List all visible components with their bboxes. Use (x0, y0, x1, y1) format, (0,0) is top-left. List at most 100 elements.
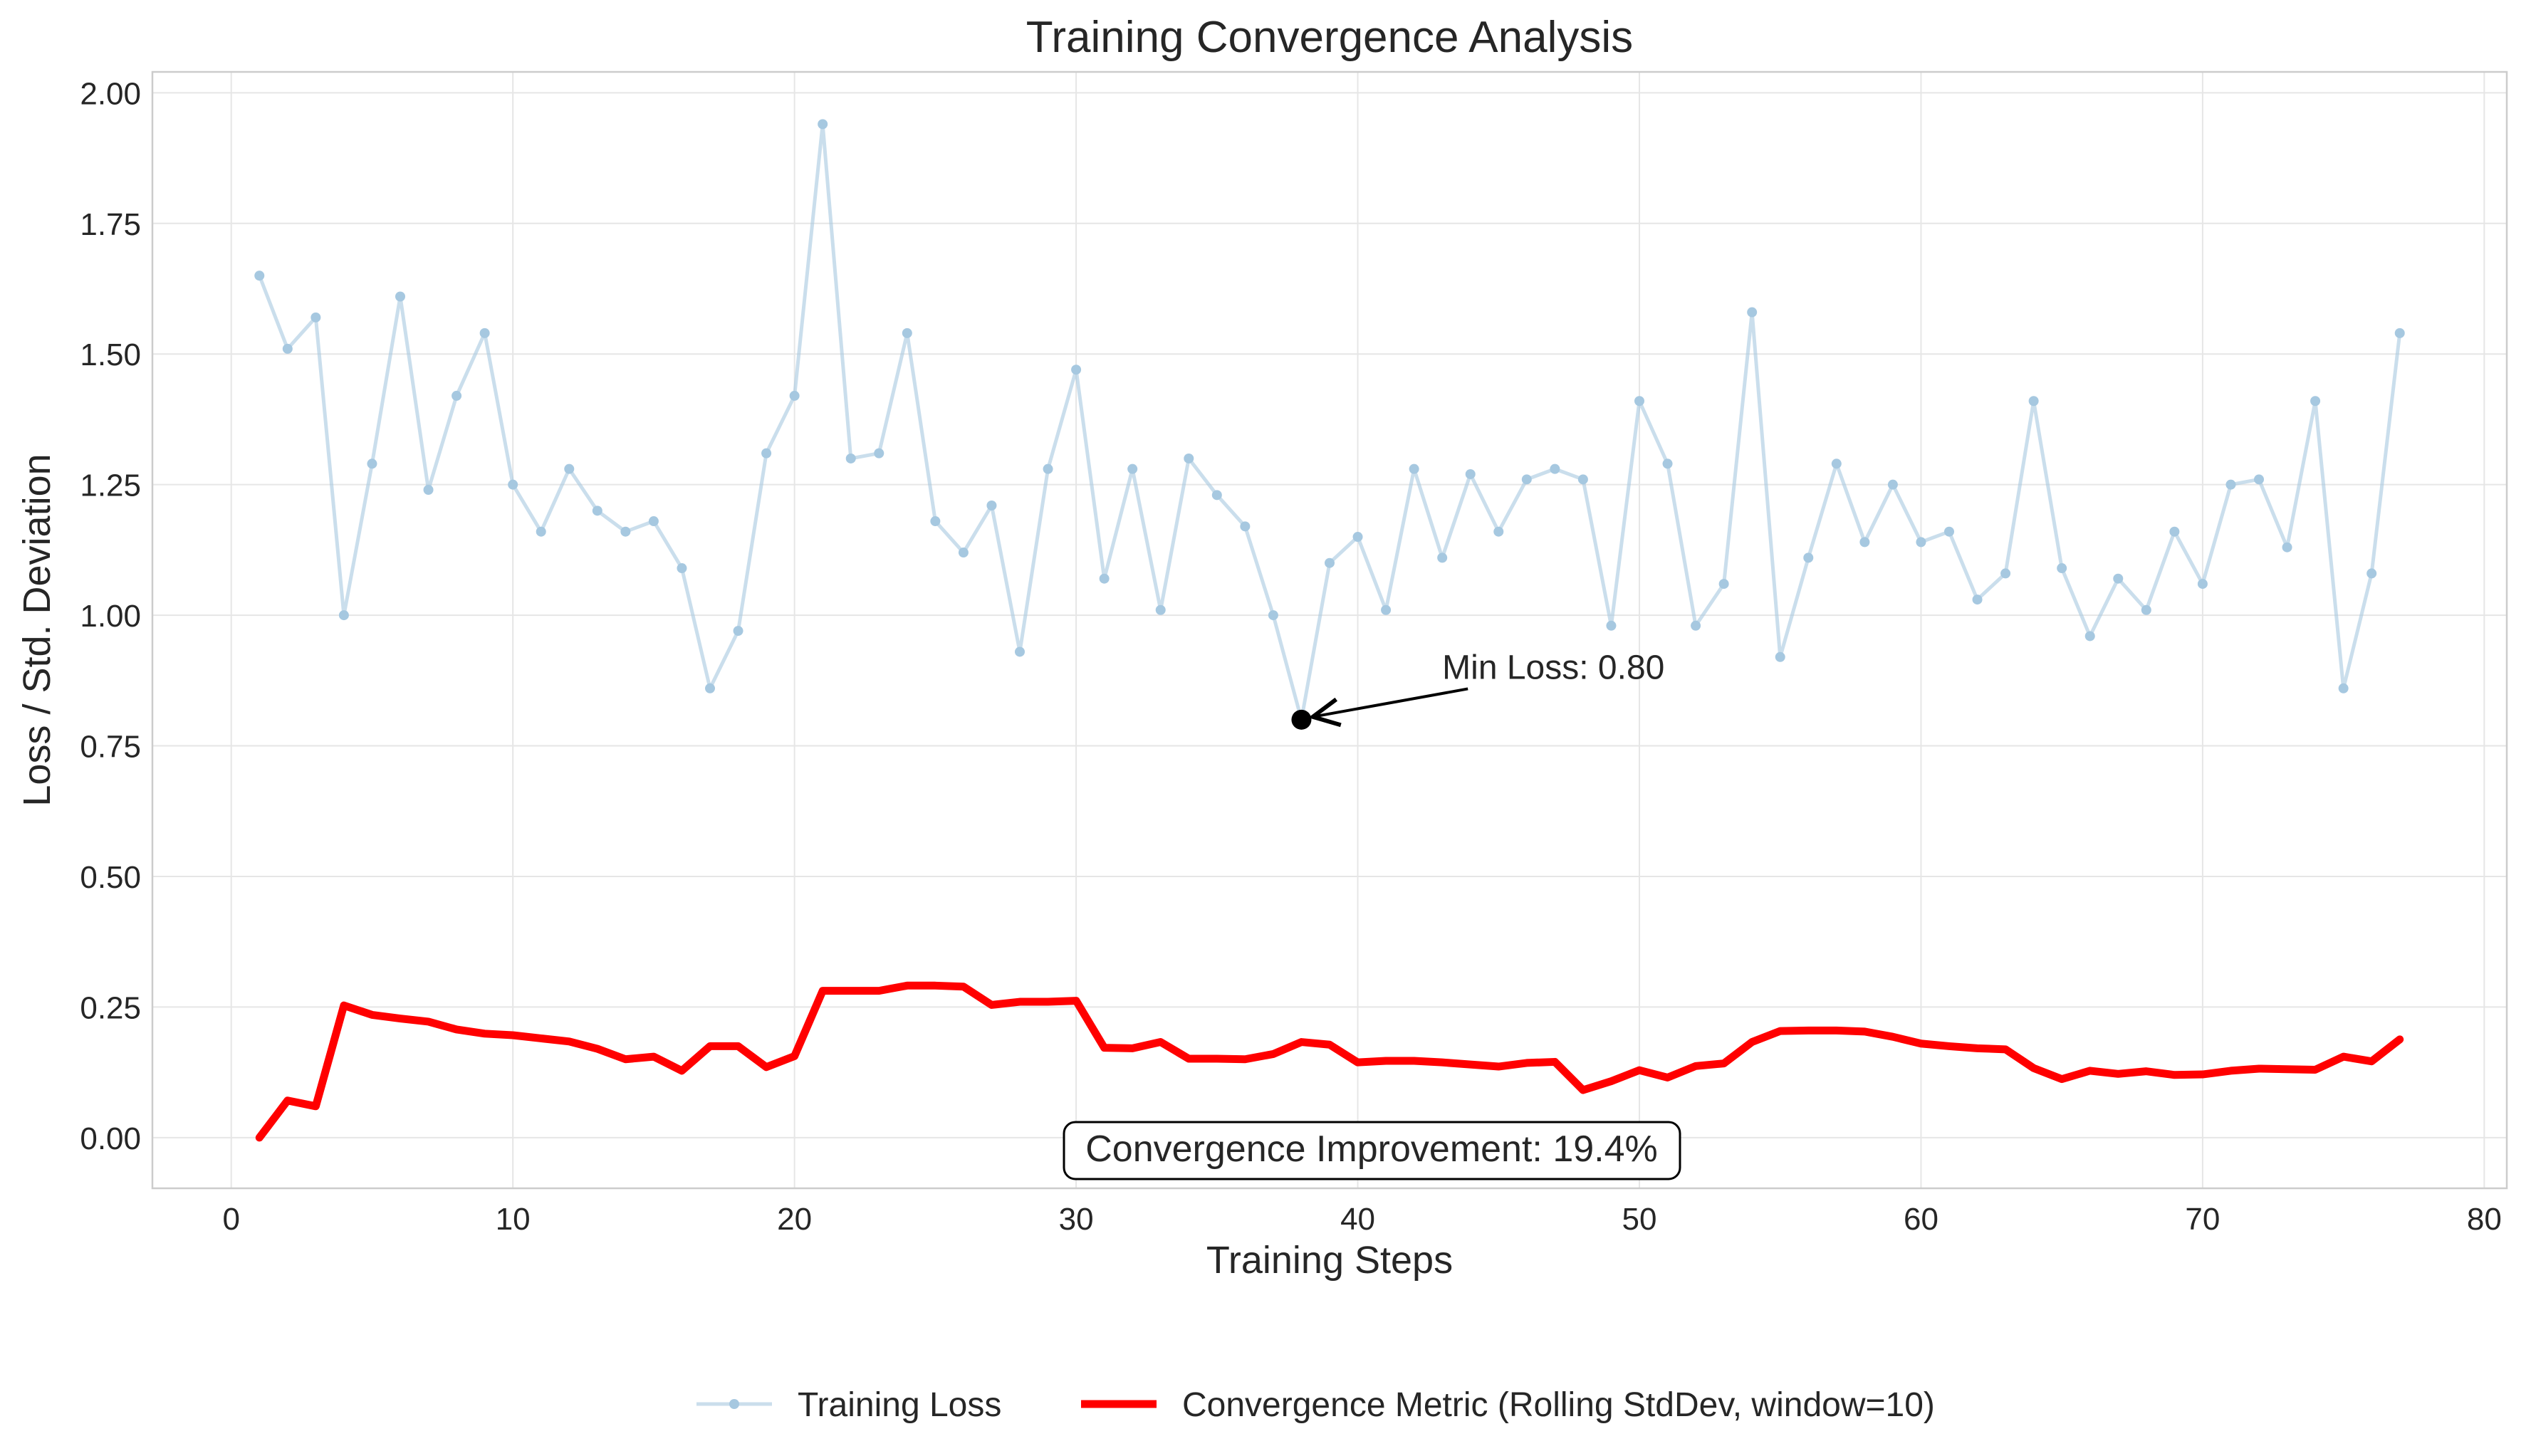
series-line-convergence-metric (255, 981, 2404, 1142)
y-tick-label: 1.50 (80, 337, 141, 372)
training-loss-point (2028, 396, 2039, 407)
y-tick-label: 0.75 (80, 730, 141, 765)
x-axis-label: Training Steps (1206, 1239, 1453, 1282)
training-loss-point (648, 516, 659, 527)
training-loss-point (1775, 651, 1785, 662)
training-loss-point (1916, 537, 1926, 548)
legend-item-training-loss: Training Loss (696, 1386, 1001, 1424)
training-loss-point (338, 610, 349, 621)
training-loss-point (1015, 646, 1025, 657)
training-loss-point (845, 453, 856, 463)
training-loss-point (874, 448, 884, 459)
y-tick-label: 2.00 (80, 76, 141, 111)
y-tick-label: 1.25 (80, 468, 141, 503)
training-loss-point (818, 119, 828, 130)
training-loss-point (1465, 468, 1476, 479)
training-loss-point (1155, 604, 1166, 615)
training-loss-point (1887, 479, 1898, 490)
x-tick-label: 40 (1340, 1202, 1375, 1237)
legend-item-convergence-metric: Convergence Metric (Rolling StdDev, wind… (1081, 1386, 1935, 1424)
training-loss-point (2366, 568, 2377, 579)
training-loss-point (1099, 573, 1110, 584)
training-loss-point (902, 328, 912, 338)
training-loss-point (930, 516, 941, 527)
y-tick-label: 1.75 (80, 207, 141, 242)
training-loss-point (958, 548, 969, 558)
x-tick-label: 30 (1059, 1202, 1094, 1237)
training-loss-point (1831, 459, 1842, 469)
training-loss-point (677, 563, 687, 574)
ticks: 0 10 20 30 40 50 60 70 80 0.00 0.25 0.50 0.75 1.00 1.2… (80, 76, 2501, 1237)
training-loss-point (2394, 328, 2405, 338)
training-loss-point (1127, 463, 1138, 474)
y-axis-label: Loss / Std. Deviation (16, 454, 58, 806)
training-loss-point (310, 312, 321, 323)
training-loss-point (1071, 365, 1082, 375)
training-loss-point (705, 683, 715, 693)
training-loss-point (2197, 579, 2208, 590)
training-loss-point (1606, 620, 1617, 631)
training-loss-point (1381, 604, 1392, 615)
training-loss-point (1972, 595, 1983, 605)
training-loss-point (1577, 474, 1588, 485)
training-loss-point (1437, 552, 1448, 563)
training-loss-point (2225, 479, 2236, 490)
training-loss-point (1691, 620, 1701, 631)
training-loss-point (367, 459, 377, 469)
training-loss-point (1409, 463, 1419, 474)
x-tick-label: 60 (1904, 1202, 1938, 1237)
training-loss-point (986, 501, 997, 511)
plot-background (152, 72, 2507, 1188)
training-loss-point (282, 343, 293, 354)
training-loss-point (2141, 604, 2151, 615)
training-loss-point (1268, 610, 1278, 621)
training-loss-point (761, 448, 772, 459)
training-loss-point (423, 484, 434, 495)
training-loss-point (733, 626, 743, 637)
training-loss-point (452, 390, 462, 401)
min-loss-label: Min Loss: 0.80 (1442, 649, 1664, 686)
training-loss-point (2057, 563, 2067, 574)
training-loss-point (1325, 557, 1335, 568)
training-loss-point (254, 271, 265, 281)
min-loss-arrow (1313, 687, 1468, 716)
series-layer (254, 119, 2405, 1142)
training-loss-point (1211, 490, 1222, 501)
training-loss-point (2084, 631, 2095, 641)
training-loss-point (1662, 459, 1673, 469)
training-loss-point (1550, 463, 1560, 474)
legend: Training Loss Convergence Metric (Rollin… (696, 1386, 1935, 1424)
training-loss-point (1803, 552, 1814, 563)
training-loss-point (789, 390, 800, 401)
training-loss-point (508, 479, 518, 490)
training-loss-point (1043, 463, 1053, 474)
x-tick-label: 50 (1622, 1202, 1657, 1237)
training-loss-point (1352, 532, 1363, 543)
training-loss-point (2169, 526, 2180, 537)
training-loss-point (1521, 474, 1532, 485)
x-tick-label: 10 (496, 1202, 531, 1237)
x-tick-label: 0 (222, 1202, 239, 1237)
legend-label-training-loss: Training Loss (798, 1386, 1001, 1424)
convergence-improvement-label: Convergence Improvement: 19.4% (1085, 1128, 1658, 1170)
legend-marker-training-loss (729, 1399, 739, 1409)
training-loss-point (1493, 526, 1504, 537)
training-loss-point (620, 526, 631, 537)
training-loss-point (1184, 453, 1194, 463)
y-tick-label: 1.00 (80, 599, 141, 634)
legend-label-convergence-metric: Convergence Metric (Rolling StdDev, wind… (1182, 1386, 1935, 1424)
training-loss-point (2282, 542, 2292, 552)
training-loss-point (1747, 307, 1758, 318)
convergence-improvement-box (1063, 1121, 1681, 1180)
training-loss-point (1944, 526, 1954, 537)
training-loss-point (1634, 396, 1644, 407)
grid (152, 72, 2507, 1188)
y-tick-label: 0.00 (80, 1121, 141, 1156)
training-loss-point (1859, 537, 1870, 548)
training-loss-point (395, 291, 405, 302)
training-loss-point (564, 463, 575, 474)
training-loss-point (536, 526, 546, 537)
training-loss-point (592, 506, 602, 516)
x-tick-label: 20 (777, 1202, 812, 1237)
